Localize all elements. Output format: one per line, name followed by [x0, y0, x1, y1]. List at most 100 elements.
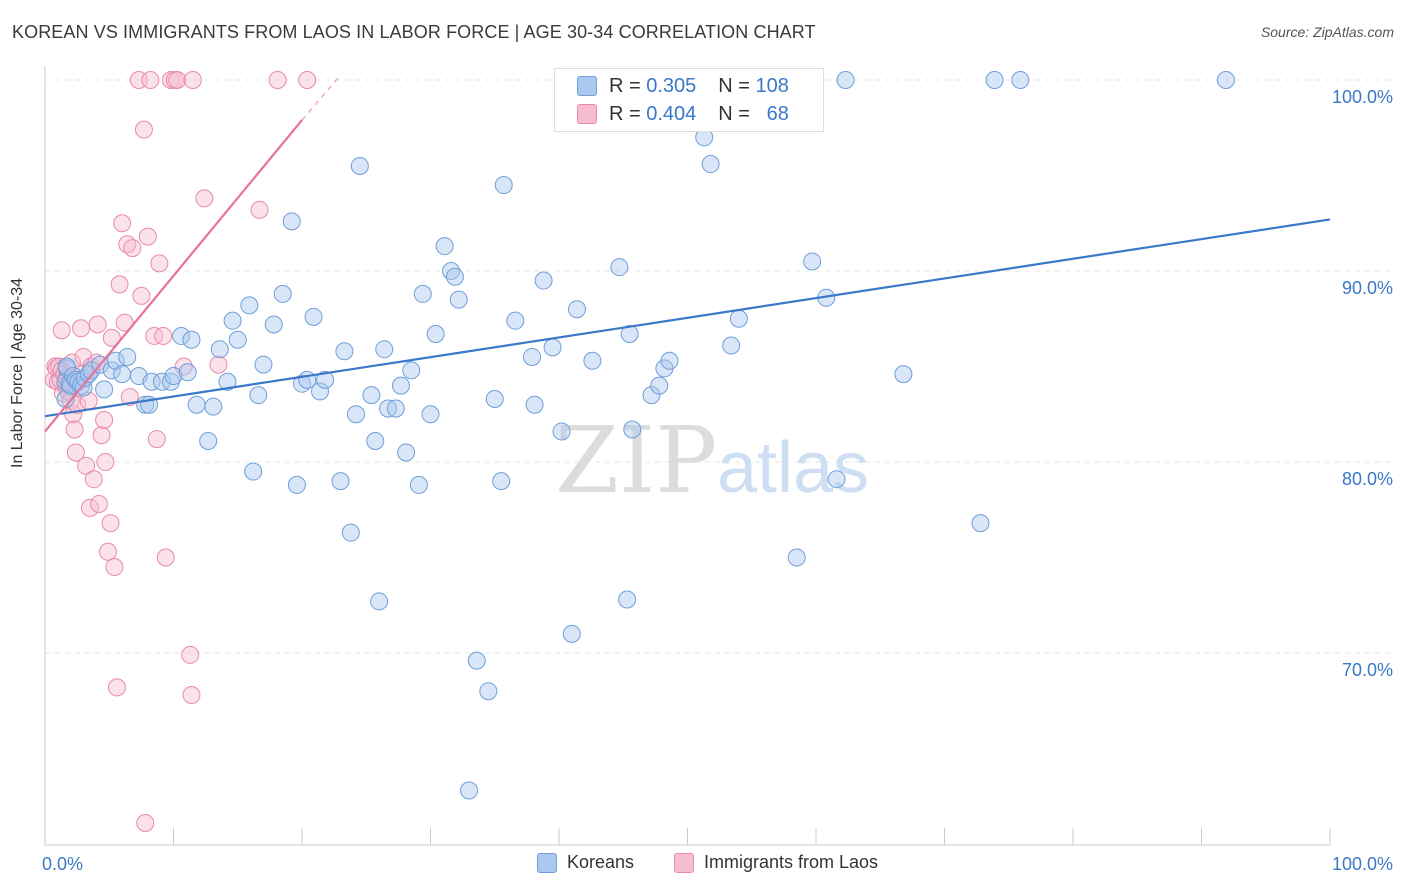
watermark: ZIP atlas	[555, 407, 869, 514]
data-point-korean	[118, 347, 137, 366]
data-point-korean	[397, 443, 416, 462]
data-point-korean	[82, 361, 101, 380]
x-tick-labels: 0.0% 100.0%	[42, 854, 1393, 874]
data-point-korean	[525, 395, 544, 414]
x-tick-label: 0.0%	[42, 854, 83, 874]
watermark-zip: ZIP	[555, 407, 717, 514]
data-point-laos	[134, 120, 153, 139]
data-point-laos	[77, 456, 96, 475]
data-point-laos	[107, 678, 126, 697]
data-point-korean	[178, 363, 197, 382]
data-point-korean	[187, 395, 206, 414]
data-point-laos	[102, 328, 121, 347]
data-point-korean	[282, 212, 301, 231]
y-tick-label: 70.0%	[1342, 660, 1393, 680]
data-point-korean	[523, 347, 542, 366]
data-point-korean	[102, 361, 121, 380]
legend-label-laos: Immigrants from Laos	[704, 852, 879, 872]
data-point-laos	[52, 321, 71, 340]
data-point-korean	[485, 389, 504, 408]
data-point-korean	[264, 315, 283, 334]
data-point-korean	[836, 71, 855, 89]
data-point-korean	[642, 386, 661, 405]
legend-r-value-koreans: 0.305	[646, 74, 697, 97]
data-point-korean	[228, 330, 247, 349]
x-tick-label: 100.0%	[1332, 854, 1393, 874]
y-axis-label: In Labor Force | Age 30-34	[9, 277, 26, 468]
data-point-korean	[249, 386, 268, 405]
legend-r-label: R =	[609, 102, 641, 125]
y-tick-label: 80.0%	[1342, 469, 1393, 489]
data-point-laos	[80, 498, 99, 517]
data-point-korean	[421, 405, 440, 424]
data-point-laos	[209, 355, 228, 374]
data-point-laos	[195, 189, 214, 208]
data-point-korean	[204, 397, 223, 416]
legend-item-koreans: Koreans	[537, 852, 634, 873]
trend-line-koreans	[44, 218, 1331, 418]
legend-n-value-laos: 68	[766, 102, 789, 125]
data-point-laos	[154, 326, 173, 345]
legend-item-laos: Immigrants from Laos	[674, 852, 878, 873]
data-point-korean	[287, 475, 306, 494]
legend-swatch-laos	[674, 852, 694, 873]
data-point-korean	[304, 307, 323, 326]
data-point-korean	[660, 351, 679, 370]
data-point-korean	[543, 338, 562, 357]
data-point-korean	[618, 590, 637, 609]
legend-row-koreans: R = 0.305 N = 108	[577, 74, 789, 98]
data-point-laos	[65, 420, 84, 439]
data-point-laos	[64, 405, 83, 424]
data-point-korean	[894, 365, 913, 384]
source-label: Source: ZipAtlas.com	[1260, 24, 1394, 40]
data-point-laos	[168, 71, 187, 89]
data-point-korean	[787, 548, 806, 567]
data-point-korean	[402, 361, 421, 380]
data-point-korean	[113, 365, 132, 384]
data-point-korean	[435, 237, 454, 256]
data-point-laos	[115, 313, 134, 332]
data-point-laos	[98, 542, 117, 561]
data-point-korean	[164, 367, 183, 386]
data-point-korean	[534, 271, 553, 290]
chart-title: KOREAN VS IMMIGRANTS FROM LAOS IN LABOR …	[12, 22, 816, 42]
legend-swatch-koreans	[537, 852, 557, 873]
data-point-korean	[492, 472, 511, 491]
data-point-laos	[110, 275, 129, 294]
data-point-laos	[92, 426, 111, 445]
data-point-laos	[105, 558, 124, 577]
data-point-korean	[391, 376, 410, 395]
data-point-korean	[172, 326, 191, 345]
data-point-korean	[366, 431, 385, 450]
data-point-laos	[250, 200, 269, 219]
data-point-korean	[467, 651, 486, 670]
trend-line-laos	[44, 119, 303, 433]
data-point-korean	[1011, 71, 1030, 89]
data-point-korean	[335, 342, 354, 361]
data-point-laos	[120, 388, 139, 407]
data-point-laos	[71, 319, 90, 338]
legend-r-label: R =	[609, 74, 641, 97]
data-point-korean	[623, 420, 642, 439]
stats-legend: R = 0.305 N = 108 R = 0.404 N = 68	[554, 68, 824, 132]
data-point-laos	[141, 71, 160, 89]
data-point-korean	[620, 325, 639, 344]
data-point-laos	[89, 495, 108, 514]
data-point-korean	[445, 267, 464, 286]
data-point-korean	[362, 386, 381, 405]
data-point-korean	[449, 290, 468, 309]
data-point-korean	[331, 472, 350, 491]
data-point-korean	[218, 372, 237, 391]
data-point-korean	[827, 470, 846, 489]
data-point-korean	[379, 399, 398, 418]
data-point-korean	[240, 296, 259, 315]
axes	[44, 66, 1331, 846]
legend-n-label: N =	[718, 102, 750, 125]
data-point-korean	[729, 309, 748, 328]
legend-swatch-laos	[577, 104, 597, 124]
data-point-korean	[95, 380, 114, 399]
data-point-korean	[494, 176, 513, 195]
series-laos	[44, 71, 317, 832]
data-point-laos	[66, 443, 85, 462]
data-point-laos	[123, 239, 142, 258]
